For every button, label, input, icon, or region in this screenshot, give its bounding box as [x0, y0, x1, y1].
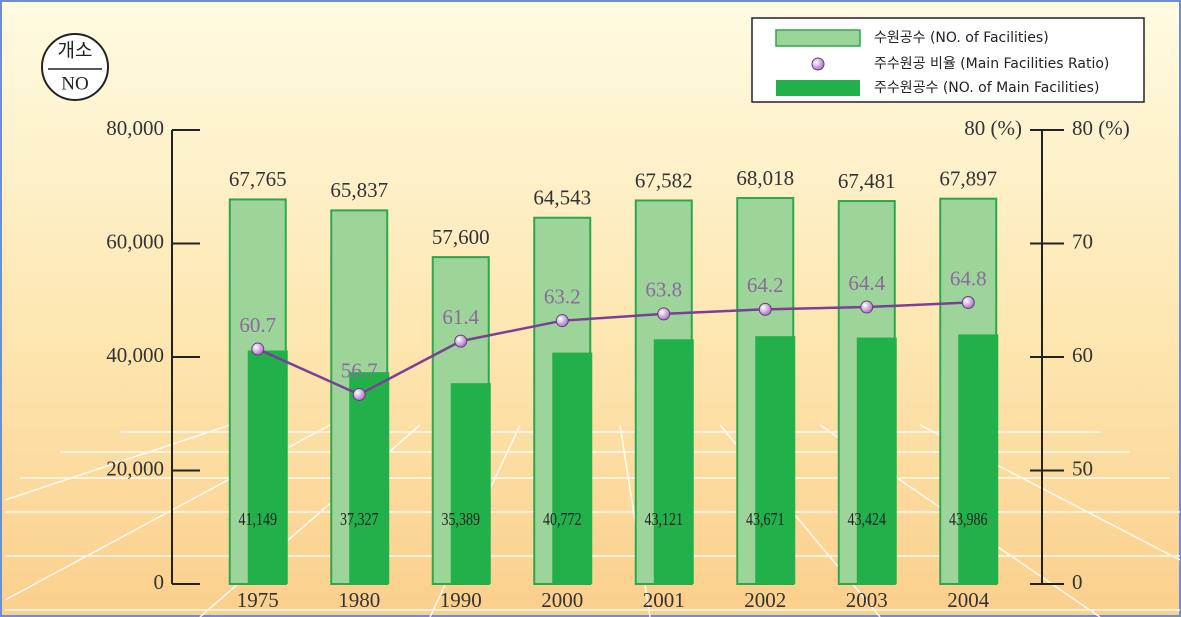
- bar: [958, 334, 999, 584]
- bar-label: 64,543: [533, 186, 591, 210]
- bar-label: 41,149: [238, 511, 277, 530]
- point: [352, 387, 366, 401]
- point-label: 64.8: [950, 266, 987, 290]
- point: [555, 314, 569, 328]
- bar-label: 65,837: [330, 178, 388, 202]
- point: [251, 342, 265, 356]
- point-label: 64.2: [747, 273, 784, 297]
- bar: [755, 336, 796, 584]
- y2-tick-label: 80 (%): [964, 116, 1022, 140]
- legend-swatch: [811, 57, 825, 71]
- legend-swatch: [775, 29, 861, 47]
- point: [860, 300, 874, 314]
- bar-label: 43,424: [847, 511, 886, 530]
- point: [657, 307, 671, 321]
- point-label: 63.2: [544, 284, 581, 308]
- unit-badge: [41, 33, 109, 101]
- x-tick-label: 2002: [744, 588, 786, 612]
- point: [961, 296, 975, 310]
- bar-label: 57,600: [432, 225, 490, 249]
- x-tick-label: 2000: [541, 588, 583, 612]
- bar: [552, 352, 593, 584]
- point-label: 64.4: [848, 271, 885, 295]
- bar-label: 67,765: [229, 167, 287, 191]
- y-tick-label: 40,000: [106, 343, 164, 367]
- bar-label: 67,897: [939, 166, 997, 190]
- legend-swatch: [776, 80, 860, 96]
- x-tick-label: 2003: [846, 588, 888, 612]
- x-tick-label: 1990: [440, 588, 482, 612]
- bar: [450, 383, 491, 584]
- bar: [856, 337, 897, 584]
- x-tick-label: 1980: [338, 588, 380, 612]
- x-tick-label: 2001: [643, 588, 685, 612]
- x-tick-label: 1975: [237, 588, 279, 612]
- bar: [653, 339, 694, 584]
- bar-label: 67,481: [838, 169, 896, 193]
- x-tick-label: 2004: [947, 588, 990, 612]
- y2-tick-label: 60: [1072, 343, 1093, 367]
- point-label: 63.8: [645, 278, 682, 302]
- point-label: 60.7: [239, 313, 276, 337]
- bar-label: 40,772: [543, 511, 582, 530]
- bar: [349, 372, 390, 584]
- bar-label: 67,582: [635, 168, 693, 192]
- bar-label: 43,671: [746, 511, 785, 530]
- line: [257, 301, 969, 396]
- y2-tick-label: 50: [1072, 456, 1093, 480]
- y-tick-label: 60,000: [106, 229, 164, 253]
- point: [454, 334, 468, 348]
- y-tick-label: 80,000: [106, 116, 164, 140]
- y-axis-unit: 개소: [58, 39, 93, 61]
- legend-label: 주수원공 비율 (Main Facilities Ratio): [874, 56, 1109, 72]
- bar-label: 43,986: [949, 511, 988, 530]
- y-tick-label: 20,000: [106, 456, 164, 480]
- y2-tick-label: 0: [1072, 570, 1083, 594]
- legend-label: 수원공수 (NO. of Facilities): [874, 30, 1049, 46]
- bar-label: 43,121: [644, 511, 683, 530]
- point-label: 61.4: [442, 305, 479, 329]
- y-tick-label: 0: [154, 570, 165, 594]
- bar: [247, 350, 288, 584]
- legend-label: 주수원공수 (NO. of Main Facilities): [874, 80, 1099, 96]
- bar-label: 35,389: [441, 511, 480, 530]
- y-axis-unit: NO: [61, 73, 88, 94]
- point: [758, 302, 772, 316]
- bar-label: 68,018: [736, 166, 794, 190]
- bar-label: 37,327: [340, 511, 379, 530]
- point-label: 56.7: [341, 358, 378, 382]
- y2-tick-label: 80 (%): [1072, 116, 1130, 140]
- y2-tick-label: 70: [1072, 229, 1093, 253]
